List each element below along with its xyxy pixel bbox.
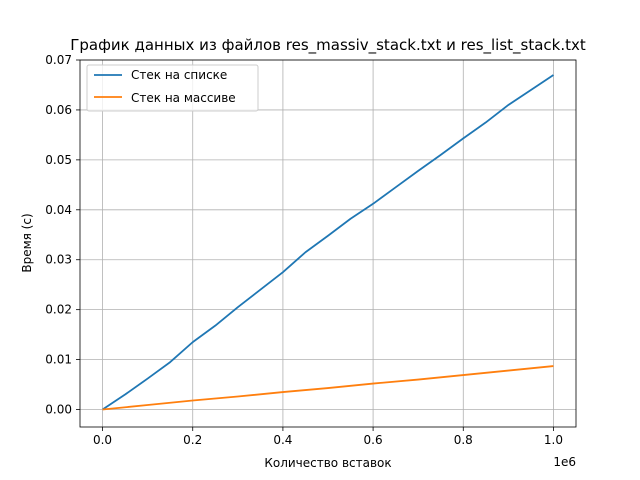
x-tick-label: 0.6 [364,433,383,447]
x-axis-offset-label: 1e6 [553,455,576,469]
y-tick-label: 0.02 [45,303,72,317]
plot-area-frame [79,59,577,428]
y-tick-label: 0.06 [45,103,72,117]
x-tick-label: 0.0 [93,433,112,447]
legend: Стек на списке Стек на массиве [86,64,259,112]
x-axis-ticks: 0.0 0.2 0.4 0.6 0.8 1.0 [93,427,563,447]
x-tick-label: 1.0 [544,433,563,447]
x-tick-label: 0.8 [454,433,473,447]
x-tick-label: 0.4 [273,433,292,447]
y-tick-label: 0.07 [45,53,72,67]
chart-title: График данных из файлов res_massiv_stack… [70,36,586,55]
y-axis-ticks: 0.00 0.01 0.02 0.03 0.04 0.05 0.06 0.07 [45,53,80,417]
series-line-0 [102,74,554,411]
x-axis-label: Количество вставок [264,456,391,470]
legend-box [86,64,259,112]
y-tick-label: 0.01 [45,353,72,367]
y-axis-label: Время (с) [20,213,34,272]
legend-label-list-stack: Стек на списке [131,68,227,82]
y-tick-label: 0.04 [45,203,72,217]
y-tick-label: 0.03 [45,253,72,267]
y-tick-label: 0.00 [45,403,72,417]
x-tick-label: 0.2 [183,433,202,447]
legend-label-array-stack: Стек на массиве [131,91,236,105]
series-line-1 [102,365,554,411]
y-tick-label: 0.05 [45,153,72,167]
plot-lines [102,74,554,411]
